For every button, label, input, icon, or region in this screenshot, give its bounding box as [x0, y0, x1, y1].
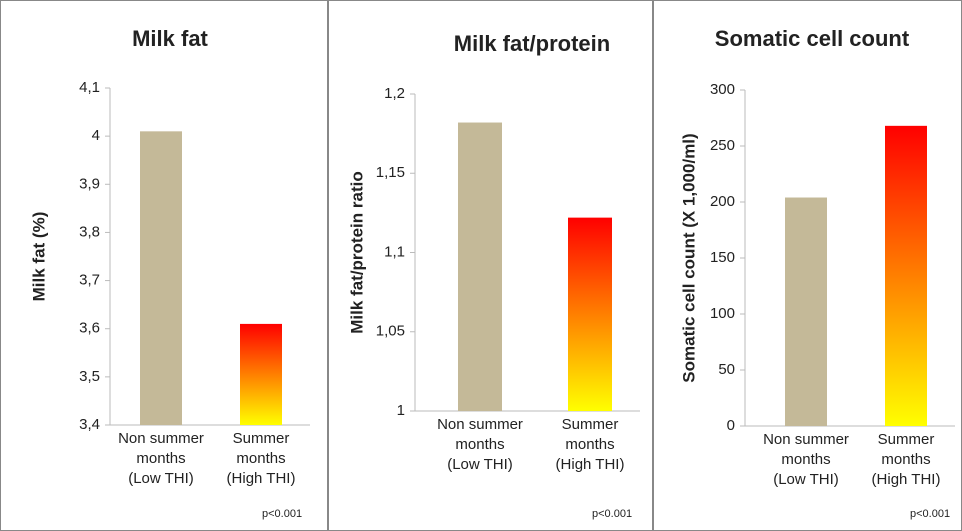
y-tick-label: 100 [710, 305, 735, 322]
bar [785, 197, 827, 426]
y-tick-label: 4 [92, 127, 100, 144]
bar [885, 125, 927, 426]
bar [458, 122, 502, 411]
chart-title: Milk fat [132, 26, 208, 51]
y-tick-label: 4,1 [79, 79, 100, 96]
y-tick-label: 3,6 [79, 320, 100, 337]
y-tick-label: 0 [727, 417, 735, 434]
annotation: p<0.001 [910, 508, 951, 520]
x-tick-label: Non summer months (Low THI) [763, 431, 849, 488]
y-tick-label: 250 [710, 137, 735, 154]
y-tick-label: 150 [710, 249, 735, 266]
x-tick-label: Non summer months (Low THI) [437, 416, 523, 473]
y-tick-label: 3,8 [79, 223, 100, 240]
y-axis-label: Milk fat (%) [29, 212, 48, 302]
y-tick-label: 3,5 [79, 368, 100, 385]
chart-title: Milk fat/protein [454, 31, 610, 56]
y-tick-label: 3,9 [79, 175, 100, 192]
y-tick-label: 300 [710, 81, 735, 98]
y-tick-label: 1,05 [376, 323, 405, 340]
bar [140, 131, 182, 426]
annotation: p<0.001 [592, 508, 633, 520]
y-tick-label: 1 [397, 402, 405, 419]
y-axis-label: Milk fat/protein ratio [347, 171, 366, 333]
y-tick-label: 1,15 [376, 164, 405, 181]
y-tick-label: 1,2 [384, 85, 405, 102]
chart-title: Somatic cell count [715, 26, 910, 51]
x-tick-label: Summer months (High THI) [555, 416, 625, 473]
x-tick-label: Summer months (High THI) [871, 431, 941, 488]
y-tick-label: 50 [718, 361, 735, 378]
x-tick-label: Summer months (High THI) [226, 430, 296, 487]
y-axis-label: Somatic cell count (X 1,000/ml) [679, 133, 698, 382]
y-tick-label: 1,1 [384, 243, 405, 260]
bar [568, 217, 612, 411]
y-tick-label: 200 [710, 193, 735, 210]
x-tick-label: Non summer months (Low THI) [118, 430, 204, 487]
annotation: p<0.001 [262, 508, 303, 520]
bar [240, 323, 282, 425]
y-tick-label: 3,4 [79, 416, 100, 433]
y-tick-label: 3,7 [79, 272, 100, 289]
